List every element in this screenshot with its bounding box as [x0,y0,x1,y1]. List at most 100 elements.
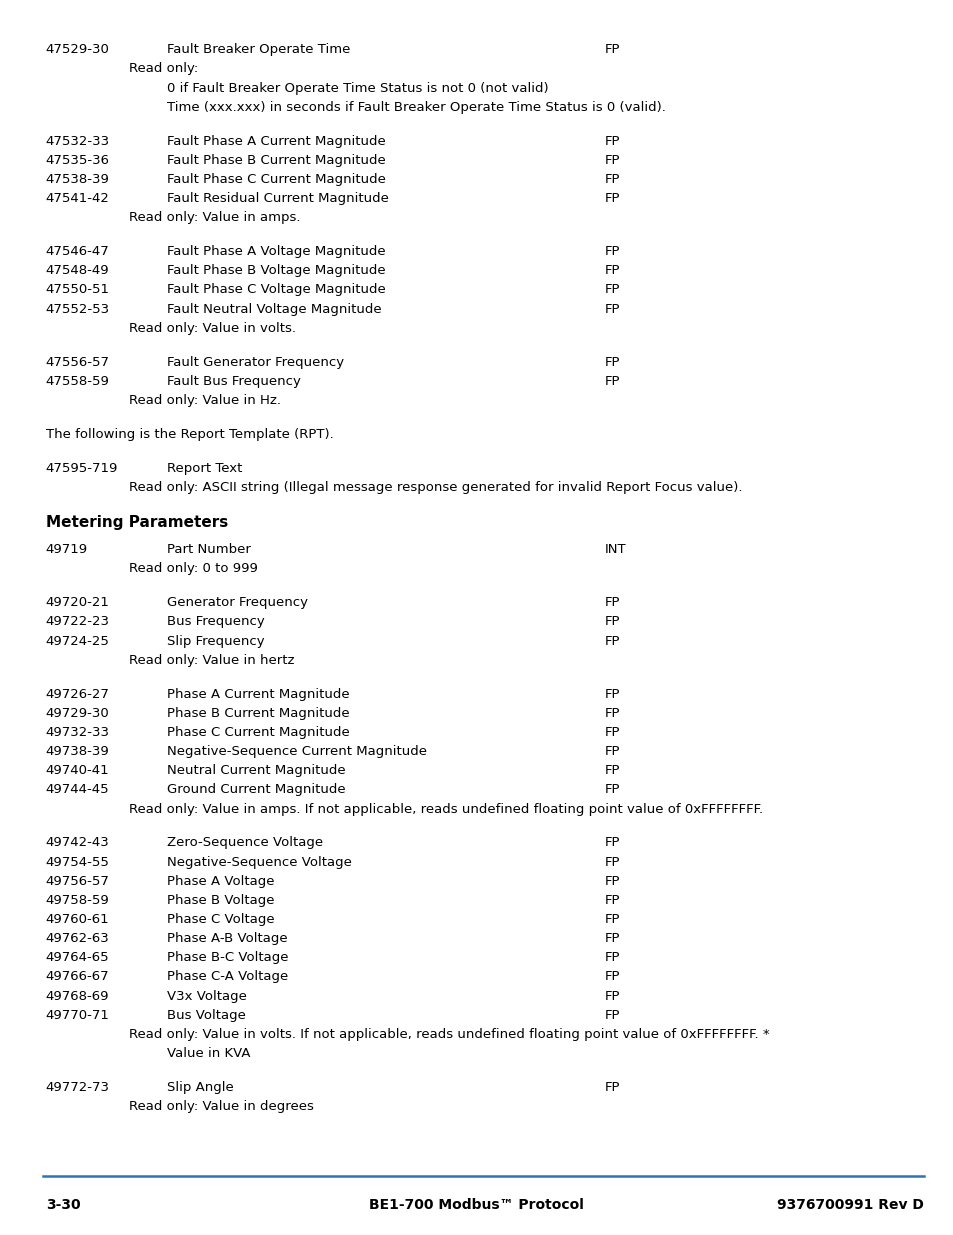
Text: Phase A Voltage: Phase A Voltage [167,874,274,888]
Text: 49756-57: 49756-57 [46,874,110,888]
Text: 47556-57: 47556-57 [46,356,110,369]
Text: Phase A Current Magnitude: Phase A Current Magnitude [167,688,349,700]
Text: FP: FP [604,43,620,57]
Text: Fault Phase A Current Magnitude: Fault Phase A Current Magnitude [167,135,385,148]
Text: 49766-67: 49766-67 [46,971,110,983]
Text: Fault Breaker Operate Time: Fault Breaker Operate Time [167,43,350,57]
Text: 49758-59: 49758-59 [46,894,110,906]
Text: Slip Angle: Slip Angle [167,1081,233,1094]
Text: Part Number: Part Number [167,543,251,556]
Text: Ground Current Magnitude: Ground Current Magnitude [167,783,345,797]
Text: FP: FP [604,264,620,278]
Text: Negative-Sequence Voltage: Negative-Sequence Voltage [167,856,352,868]
Text: 49764-65: 49764-65 [46,951,110,965]
Text: 49724-25: 49724-25 [46,635,110,647]
Text: INT: INT [604,543,626,556]
Text: Fault Bus Frequency: Fault Bus Frequency [167,374,300,388]
Text: Fault Neutral Voltage Magnitude: Fault Neutral Voltage Magnitude [167,303,381,316]
Text: Phase B Voltage: Phase B Voltage [167,894,274,906]
Text: Read only: Value in amps. If not applicable, reads undefined floating point valu: Read only: Value in amps. If not applica… [129,803,762,815]
Text: Read only: ASCII string (Illegal message response generated for invalid Report F: Read only: ASCII string (Illegal message… [129,480,741,494]
Text: FP: FP [604,836,620,850]
Text: BE1-700 Modbus™ Protocol: BE1-700 Modbus™ Protocol [369,1198,583,1212]
Text: Read only: Value in hertz: Read only: Value in hertz [129,653,294,667]
Text: FP: FP [604,706,620,720]
Text: Neutral Current Magnitude: Neutral Current Magnitude [167,764,345,777]
Text: 47558-59: 47558-59 [46,374,110,388]
Text: FP: FP [604,783,620,797]
Text: Phase C Current Magnitude: Phase C Current Magnitude [167,726,349,739]
Text: Metering Parameters: Metering Parameters [46,515,228,530]
Text: Bus Voltage: Bus Voltage [167,1009,245,1021]
Text: 47538-39: 47538-39 [46,173,110,186]
Text: FP: FP [604,856,620,868]
Text: 49768-69: 49768-69 [46,989,110,1003]
Text: FP: FP [604,913,620,926]
Text: Phase B-C Voltage: Phase B-C Voltage [167,951,288,965]
Text: 0 if Fault Breaker Operate Time Status is not 0 (not valid): 0 if Fault Breaker Operate Time Status i… [167,82,548,95]
Text: FP: FP [604,745,620,758]
Text: 49719: 49719 [46,543,88,556]
Text: 47548-49: 47548-49 [46,264,110,278]
Text: V3x Voltage: V3x Voltage [167,989,247,1003]
Text: Fault Phase B Current Magnitude: Fault Phase B Current Magnitude [167,153,385,167]
Text: 49729-30: 49729-30 [46,706,110,720]
Text: 47595-719: 47595-719 [46,462,118,475]
Text: Phase C-A Voltage: Phase C-A Voltage [167,971,288,983]
Text: FP: FP [604,726,620,739]
Text: 47550-51: 47550-51 [46,283,110,296]
Text: 49726-27: 49726-27 [46,688,110,700]
Text: Fault Phase C Voltage Magnitude: Fault Phase C Voltage Magnitude [167,283,385,296]
Text: Bus Frequency: Bus Frequency [167,615,264,629]
Text: FP: FP [604,191,620,205]
Text: 49762-63: 49762-63 [46,932,110,945]
Text: FP: FP [604,356,620,369]
Text: Time (xxx.xxx) in seconds if Fault Breaker Operate Time Status is 0 (valid).: Time (xxx.xxx) in seconds if Fault Break… [167,101,665,114]
Text: FP: FP [604,245,620,258]
Text: Phase B Current Magnitude: Phase B Current Magnitude [167,706,349,720]
Text: FP: FP [604,597,620,609]
Text: FP: FP [604,635,620,647]
Text: Read only: Value in amps.: Read only: Value in amps. [129,211,300,225]
Text: 49740-41: 49740-41 [46,764,110,777]
Text: 49732-33: 49732-33 [46,726,110,739]
Text: Slip Frequency: Slip Frequency [167,635,264,647]
Text: 49742-43: 49742-43 [46,836,110,850]
Text: FP: FP [604,874,620,888]
Text: 49720-21: 49720-21 [46,597,110,609]
Text: 49772-73: 49772-73 [46,1081,110,1094]
Text: Generator Frequency: Generator Frequency [167,597,308,609]
Text: FP: FP [604,951,620,965]
Text: Value in KVA: Value in KVA [167,1047,250,1060]
Text: 49754-55: 49754-55 [46,856,110,868]
Text: Phase C Voltage: Phase C Voltage [167,913,274,926]
Text: Read only:: Read only: [129,63,197,75]
Text: 47552-53: 47552-53 [46,303,110,316]
Text: Fault Residual Current Magnitude: Fault Residual Current Magnitude [167,191,388,205]
Text: 47535-36: 47535-36 [46,153,110,167]
Text: 49722-23: 49722-23 [46,615,110,629]
Text: 47529-30: 47529-30 [46,43,110,57]
Text: FP: FP [604,932,620,945]
Text: FP: FP [604,1009,620,1021]
Text: FP: FP [604,688,620,700]
Text: FP: FP [604,971,620,983]
Text: Read only: Value in volts. If not applicable, reads undefined floating point val: Read only: Value in volts. If not applic… [129,1028,768,1041]
Text: 49738-39: 49738-39 [46,745,110,758]
Text: 9376700991 Rev D: 9376700991 Rev D [777,1198,923,1212]
Text: Negative-Sequence Current Magnitude: Negative-Sequence Current Magnitude [167,745,426,758]
Text: FP: FP [604,764,620,777]
Text: Phase A-B Voltage: Phase A-B Voltage [167,932,287,945]
Text: FP: FP [604,153,620,167]
Text: Read only: Value in degrees: Read only: Value in degrees [129,1100,314,1113]
Text: 49744-45: 49744-45 [46,783,110,797]
Text: Fault Generator Frequency: Fault Generator Frequency [167,356,343,369]
Text: 3-30: 3-30 [46,1198,80,1212]
Text: Read only: 0 to 999: Read only: 0 to 999 [129,562,257,576]
Text: Report Text: Report Text [167,462,242,475]
Text: FP: FP [604,283,620,296]
Text: The following is the Report Template (RPT).: The following is the Report Template (RP… [46,427,334,441]
Text: FP: FP [604,173,620,186]
Text: Fault Phase B Voltage Magnitude: Fault Phase B Voltage Magnitude [167,264,385,278]
Text: FP: FP [604,615,620,629]
